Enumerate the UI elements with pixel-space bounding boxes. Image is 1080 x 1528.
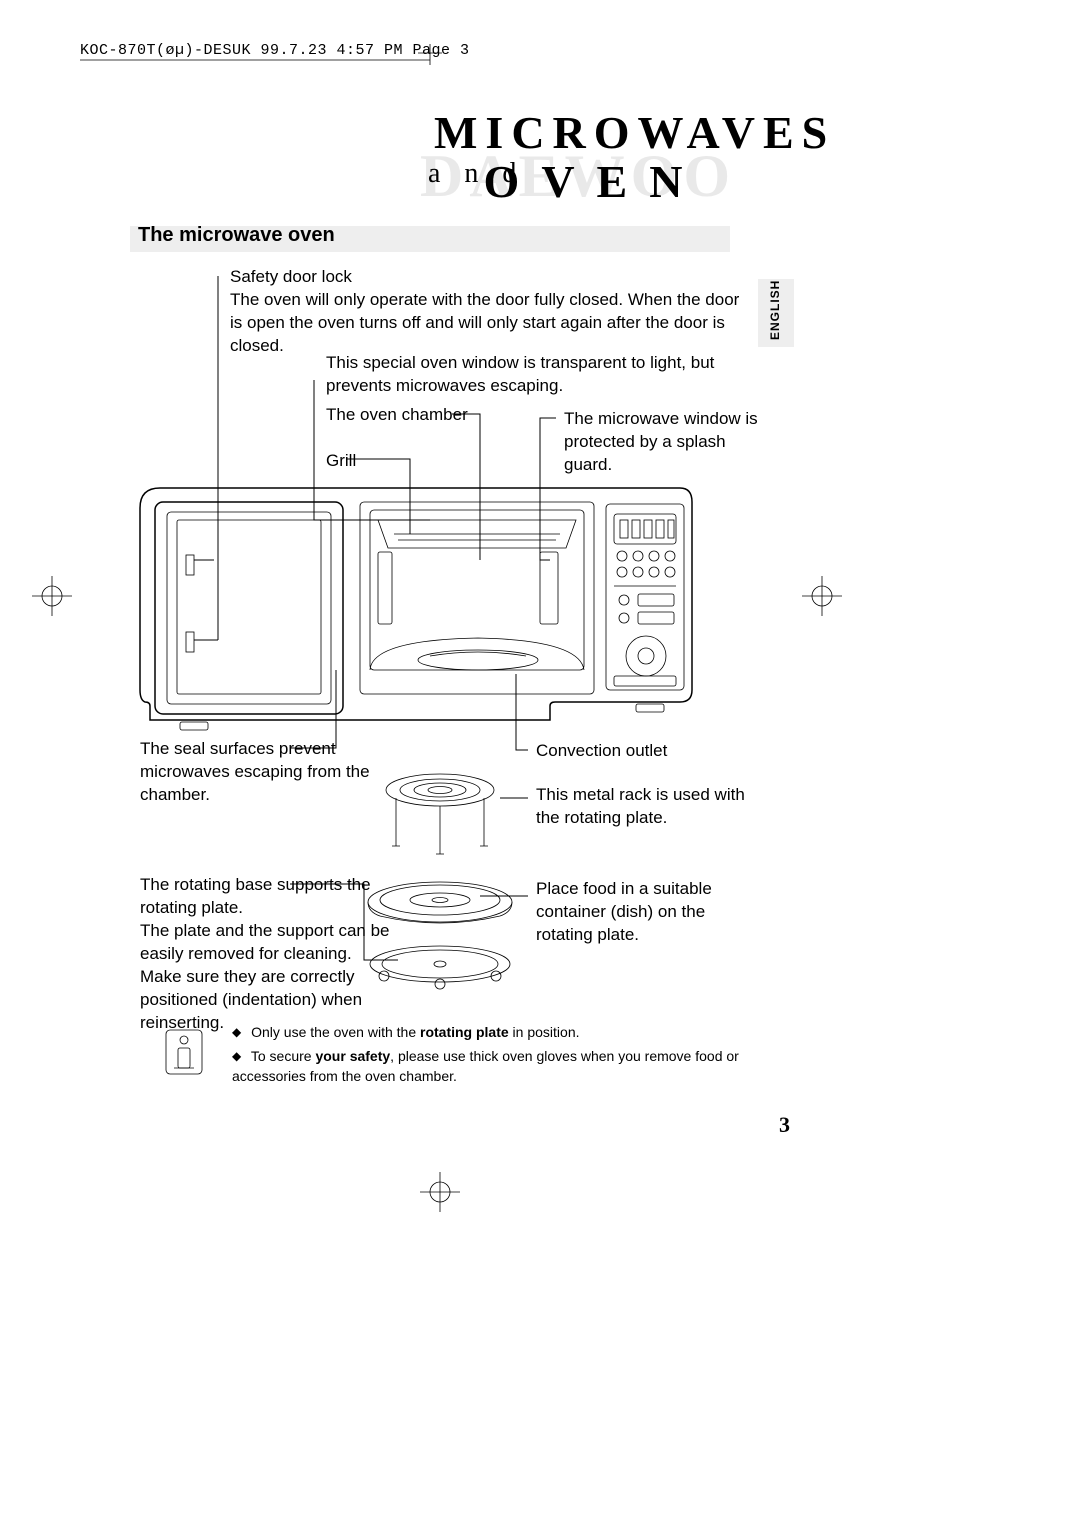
note-2-bold: your safety <box>315 1048 390 1064</box>
title-line-1: MICROWAVES <box>434 106 754 159</box>
bullet-icon: ◆ <box>232 1025 241 1039</box>
note-1-pre: Only use the oven with the <box>251 1024 420 1040</box>
title-line-2: OVEN <box>434 155 754 208</box>
manual-page: KOC-870T(øµ)-DESUK 99.7.23 4:57 PM Page … <box>0 0 1080 1528</box>
note-1-bold: rotating plate <box>420 1024 509 1040</box>
bullet-icon: ◆ <box>232 1049 241 1063</box>
note-1: ◆ Only use the oven with the rotating pl… <box>232 1022 772 1042</box>
info-icon-svg <box>0 0 1080 1528</box>
page-title: DAEWOO MICROWAVES and OVEN <box>434 106 754 208</box>
note-1-post: in position. <box>509 1024 580 1040</box>
note-2: ◆ To secure your safety, please use thic… <box>232 1046 772 1087</box>
note-2-pre: To secure <box>251 1048 316 1064</box>
page-number: 3 <box>779 1112 790 1138</box>
